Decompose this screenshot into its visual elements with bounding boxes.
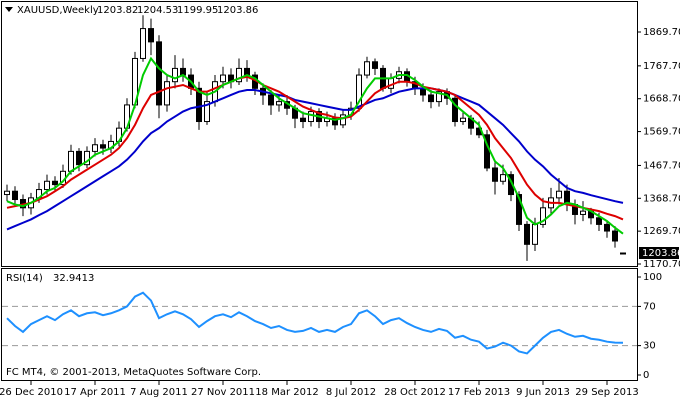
candle-body xyxy=(68,150,74,172)
y-tick-label: 1767.70 xyxy=(643,61,680,72)
y-tick-label: 100 xyxy=(643,272,662,283)
copyright: FC MT4, © 2001-2013, MetaQuotes Software… xyxy=(6,367,261,378)
rsi-panel xyxy=(1,268,638,381)
candle-body xyxy=(196,87,202,123)
candle-body xyxy=(340,114,346,126)
x-tick-label: 28 Oct 2012 xyxy=(384,387,446,398)
y-tick-label: 1569.70 xyxy=(643,127,680,138)
candle-body xyxy=(156,41,162,106)
last-open: 1203.82 xyxy=(97,5,138,16)
y-tick-label: 1467.70 xyxy=(643,160,680,171)
candle-body xyxy=(604,223,610,232)
y-tick-label: 1368.70 xyxy=(643,193,680,204)
candle-body xyxy=(308,111,314,123)
x-tick-label: 17 Feb 2013 xyxy=(448,387,510,398)
candle-body xyxy=(372,61,378,69)
candle-body xyxy=(364,61,370,76)
candle-body xyxy=(268,94,274,106)
price-panel xyxy=(1,1,638,267)
candle-body xyxy=(356,74,362,109)
last-low: 1199.95 xyxy=(177,5,218,16)
x-tick-label: 7 Aug 2011 xyxy=(130,387,188,398)
candle-body xyxy=(492,167,498,182)
symbol-title: XAUUSD,Weekly xyxy=(17,5,99,16)
candle-body xyxy=(620,252,626,255)
candle-body xyxy=(596,217,602,225)
line-series xyxy=(6,87,624,231)
line-series xyxy=(6,291,624,355)
line-series xyxy=(6,56,624,235)
candle-body xyxy=(460,117,466,123)
candle-body xyxy=(452,97,458,123)
line-series xyxy=(6,75,624,221)
x-tick-label: 29 Sep 2013 xyxy=(575,387,638,398)
candle-body xyxy=(140,28,146,59)
x-tick-label: 9 Jun 2013 xyxy=(516,387,570,398)
candle-body xyxy=(4,190,10,196)
y-tick-label: 1869.70 xyxy=(643,27,680,38)
candle-body xyxy=(516,194,522,225)
candle-body xyxy=(52,180,58,186)
candle-body xyxy=(172,67,178,83)
y-tick-label: 1269.70 xyxy=(643,226,680,237)
candle-body xyxy=(556,190,562,199)
menu-icon xyxy=(5,7,13,12)
rsi-title: RSI(14) xyxy=(6,273,43,284)
x-tick-label: 27 Nov 2011 xyxy=(191,387,255,398)
x-tick-label: 18 Mar 2012 xyxy=(255,387,318,398)
last-high: 1204.53 xyxy=(137,5,178,16)
y-tick-label: 0 xyxy=(643,370,649,381)
rsi-last: 32.9413 xyxy=(53,273,94,284)
x-tick-label: 26 Dec 2010 xyxy=(0,387,63,398)
candle-body xyxy=(540,207,546,225)
candle-body xyxy=(524,223,530,245)
candle-body xyxy=(500,174,506,182)
x-tick-label: 8 Jul 2012 xyxy=(326,387,376,398)
candle-body xyxy=(164,81,170,106)
last-close: 1203.86 xyxy=(217,5,258,16)
candle-body xyxy=(92,144,98,152)
candle-body xyxy=(236,67,242,83)
y-tick-label: 30 xyxy=(643,341,656,352)
candle-body xyxy=(76,150,82,166)
candle-body xyxy=(148,28,154,43)
price-marker-label: 1203.86 xyxy=(642,248,680,259)
candle-body xyxy=(612,230,618,242)
candle-body xyxy=(220,74,226,83)
y-tick-label: 70 xyxy=(643,301,656,312)
y-tick-label: 1170.70 xyxy=(643,259,680,270)
candle-body xyxy=(204,101,210,123)
price-marker xyxy=(639,247,679,260)
candle-body xyxy=(532,223,538,245)
candle-body xyxy=(276,101,282,106)
candle-body xyxy=(44,180,50,191)
candle-body xyxy=(100,144,106,149)
candle-body xyxy=(580,210,586,215)
candle-body xyxy=(12,190,18,201)
candle-body xyxy=(436,91,442,103)
x-tick-label: 17 Apr 2011 xyxy=(64,387,126,398)
y-tick-label: 1668.70 xyxy=(643,94,680,105)
candle-body xyxy=(300,117,306,123)
candle-body xyxy=(428,94,434,103)
